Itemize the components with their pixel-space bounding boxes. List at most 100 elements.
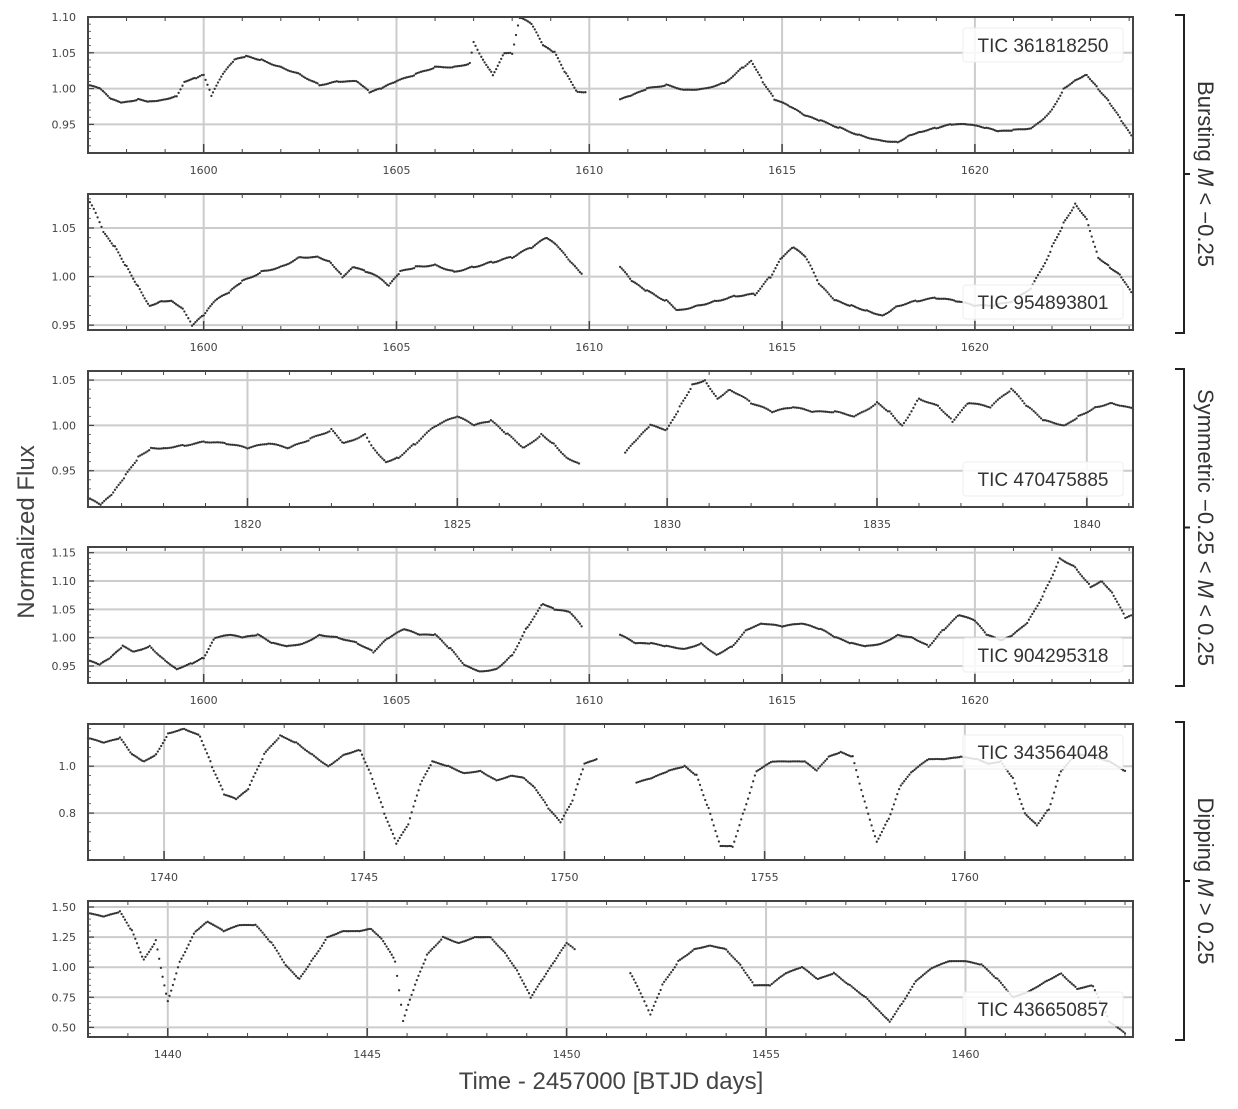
data-point	[854, 414, 858, 417]
data-point	[1022, 128, 1026, 131]
data-point	[703, 945, 707, 949]
data-point	[667, 424, 671, 427]
data-point	[213, 87, 216, 91]
data-point	[1109, 401, 1112, 405]
data-point	[90, 204, 94, 207]
data-point	[798, 622, 801, 626]
data-point	[652, 85, 656, 89]
data-point	[1062, 559, 1065, 562]
data-point	[1024, 623, 1027, 626]
data-point	[270, 744, 273, 748]
data-point	[1038, 984, 1042, 987]
data-point	[356, 642, 360, 646]
data-point	[125, 921, 128, 924]
data-point	[901, 303, 905, 307]
data-point	[975, 402, 979, 406]
data-point	[510, 962, 514, 965]
data-point	[305, 749, 309, 753]
data-point	[367, 768, 370, 771]
data-point	[457, 941, 461, 945]
data-point	[176, 304, 179, 307]
data-point	[920, 975, 923, 978]
data-point	[788, 406, 791, 410]
data-point	[278, 444, 282, 447]
data-point	[435, 634, 438, 637]
data-point	[719, 946, 722, 950]
data-point	[274, 64, 277, 67]
data-point	[205, 309, 209, 312]
data-point	[777, 977, 781, 980]
data-point	[716, 84, 719, 87]
data-point	[791, 969, 795, 972]
data-point	[358, 643, 361, 646]
data-point	[831, 634, 834, 638]
data-point	[1057, 423, 1060, 426]
data-point	[1063, 560, 1067, 563]
data-point	[212, 301, 215, 304]
data-point	[682, 647, 686, 651]
data-point	[184, 728, 188, 731]
data-point	[959, 959, 962, 963]
data-point	[1095, 250, 1098, 253]
data-point	[914, 299, 917, 302]
data-point	[130, 274, 133, 277]
data-point	[264, 750, 268, 753]
data-point	[351, 79, 354, 83]
data-point	[1130, 290, 1133, 294]
data-point	[1102, 260, 1105, 264]
data-point	[769, 409, 772, 413]
data-point	[137, 455, 140, 458]
data-point	[1022, 624, 1025, 628]
data-point	[1092, 240, 1095, 243]
data-point	[513, 439, 517, 442]
data-point	[339, 438, 342, 442]
data-point	[731, 295, 734, 298]
data-point	[206, 441, 209, 444]
data-point	[767, 762, 771, 765]
data-point	[1112, 106, 1115, 110]
data-point	[282, 445, 285, 449]
data-point	[168, 299, 171, 303]
data-point	[309, 638, 312, 642]
data-point	[1099, 405, 1102, 408]
y-tick-label: 0.50	[52, 1021, 77, 1034]
data-point	[728, 388, 732, 392]
data-point	[97, 502, 100, 505]
data-point	[1082, 75, 1085, 78]
data-point	[405, 76, 409, 79]
data-point	[758, 73, 761, 77]
data-point	[1095, 405, 1099, 409]
data-point	[199, 925, 202, 929]
data-point	[732, 391, 736, 394]
group-label-part: Dipping	[1193, 798, 1218, 879]
data-point	[902, 421, 906, 425]
data-point	[437, 65, 440, 68]
data-point	[162, 657, 165, 660]
data-point	[772, 410, 776, 413]
data-point	[452, 651, 456, 654]
data-point	[960, 959, 964, 963]
data-point	[824, 759, 827, 762]
data-point	[934, 637, 937, 640]
data-point	[283, 264, 286, 267]
data-point	[234, 797, 238, 801]
data-point	[553, 608, 556, 611]
data-point	[1019, 627, 1022, 630]
data-point	[737, 69, 740, 73]
data-point	[790, 969, 793, 973]
data-point	[94, 211, 97, 215]
data-point	[686, 767, 690, 770]
data-point	[546, 47, 550, 50]
data-point	[953, 617, 956, 621]
data-point	[865, 806, 868, 809]
data-point	[175, 972, 178, 975]
data-point	[676, 308, 680, 312]
data-point	[935, 964, 939, 967]
data-point	[693, 773, 697, 776]
data-point	[575, 618, 578, 621]
data-point	[516, 24, 520, 27]
data-point	[486, 935, 489, 939]
data-point	[739, 963, 742, 966]
data-point	[204, 654, 207, 657]
data-point	[793, 406, 797, 409]
